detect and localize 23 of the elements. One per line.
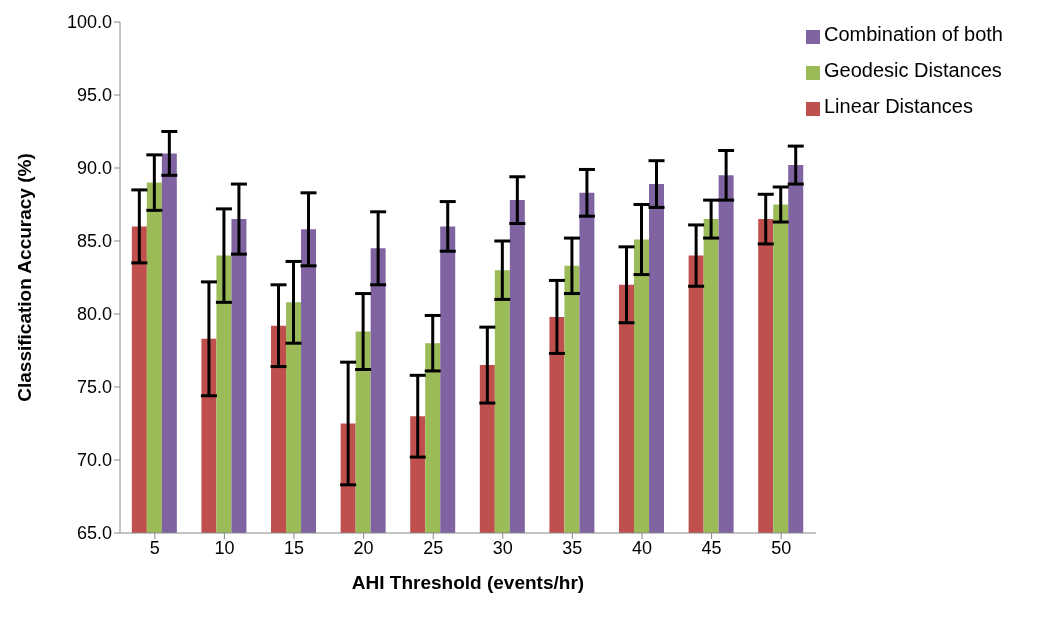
legend-label: Linear Distances xyxy=(823,95,973,117)
x-tick-label: 40 xyxy=(631,537,652,558)
y-axis-title: Classification Accuracy (%) xyxy=(13,153,35,402)
y-tick-label: 75.0 xyxy=(76,377,112,398)
x-tick-label: 20 xyxy=(353,537,374,558)
y-tick-label: 90.0 xyxy=(76,158,112,179)
y-tick-label: 100.0 xyxy=(66,12,112,33)
y-tick-label: 65.0 xyxy=(76,523,112,544)
legend-label: Combination of both xyxy=(823,23,1003,45)
y-tick-label: 85.0 xyxy=(76,231,112,252)
y-tick-label: 95.0 xyxy=(76,85,112,106)
x-tick-label: 50 xyxy=(771,537,792,558)
x-tick-label: 10 xyxy=(214,537,235,558)
x-tick-label: 25 xyxy=(423,537,444,558)
x-tick-label: 30 xyxy=(492,537,513,558)
x-tick-label: 35 xyxy=(562,537,583,558)
x-tick-label: 5 xyxy=(149,537,160,558)
y-tick-label: 70.0 xyxy=(76,450,112,471)
x-tick-label: 45 xyxy=(701,537,722,558)
legend-label: Geodesic Distances xyxy=(823,59,1002,81)
x-axis-title: AHI Threshold (events/hr) xyxy=(351,572,585,593)
y-tick-label: 80.0 xyxy=(76,304,112,325)
x-tick-label: 15 xyxy=(283,537,305,558)
